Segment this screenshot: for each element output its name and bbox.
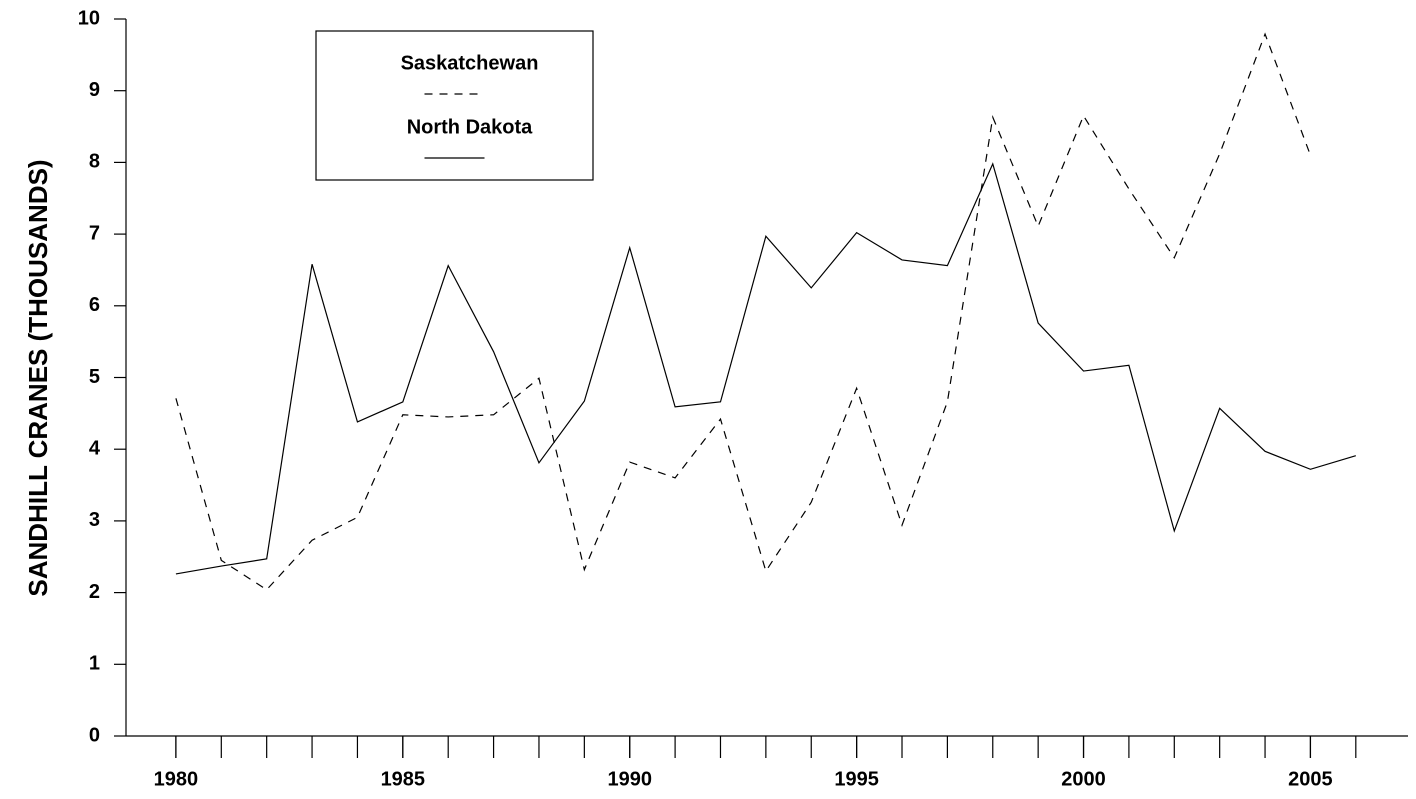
- y-tick-label: 6: [89, 294, 100, 316]
- legend-label: Saskatchewan: [401, 52, 539, 74]
- x-tick-label: 1985: [381, 768, 426, 790]
- x-tick-label: 1980: [154, 768, 199, 790]
- y-tick-label: 5: [89, 366, 100, 388]
- series-line: [175, 162, 1356, 575]
- legend-label: North Dakota: [407, 116, 533, 138]
- y-tick-label: 0: [89, 724, 100, 746]
- x-tick-label: 2005: [1288, 768, 1333, 790]
- y-tick-label: 1: [89, 653, 100, 675]
- x-tick-label: 2000: [1061, 768, 1106, 790]
- y-tick-label: 3: [89, 509, 100, 531]
- y-tick-label: 10: [78, 7, 100, 29]
- series-line: [175, 32, 1311, 591]
- y-tick-label: 4: [89, 437, 101, 459]
- y-axis-title: SANDHILL CRANES (THOUSANDS): [23, 159, 53, 596]
- y-tick-label: 7: [89, 222, 100, 244]
- legend-box: [315, 30, 594, 181]
- y-tick-label: 9: [89, 79, 100, 101]
- x-tick-label: 1990: [607, 768, 652, 790]
- y-tick-label: 2: [89, 581, 100, 603]
- y-tick-label: 8: [89, 151, 100, 173]
- x-tick-label: 1995: [834, 768, 879, 790]
